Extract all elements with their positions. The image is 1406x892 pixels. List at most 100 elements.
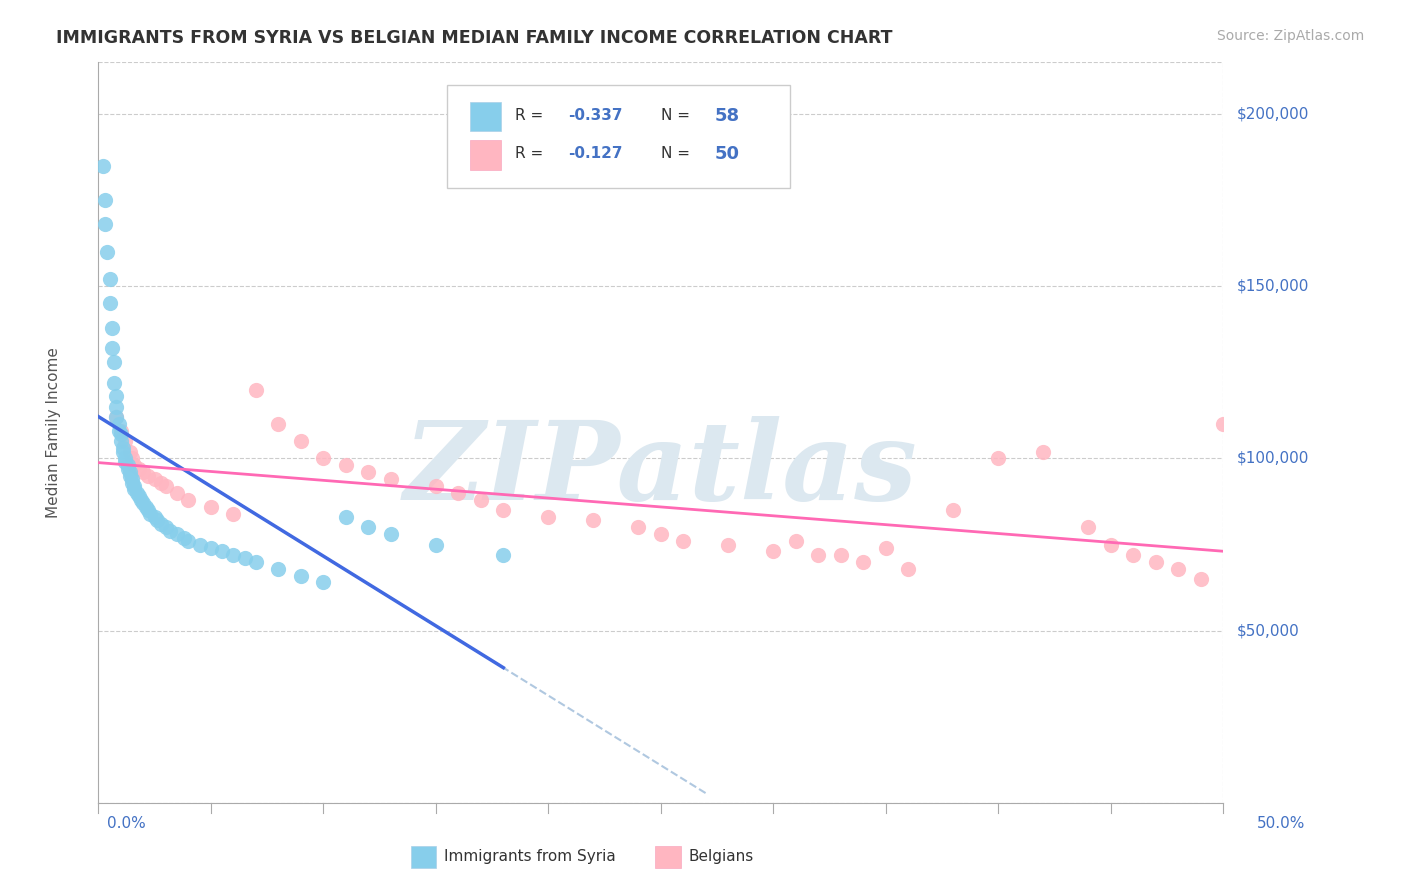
Point: [124, 479, 146, 493]
Point: [101, 341, 124, 355]
Point: [114, 455, 136, 469]
Point: [118, 465, 141, 479]
Text: N =: N =: [661, 146, 695, 161]
Point: [245, 555, 267, 569]
Point: [132, 465, 155, 479]
Point: [128, 489, 150, 503]
Text: Belgians: Belgians: [689, 849, 754, 864]
Point: [150, 475, 173, 490]
Point: [117, 458, 139, 473]
Point: [290, 568, 312, 582]
Point: [94, 193, 117, 207]
Text: IMMIGRANTS FROM SYRIA VS BELGIAN MEDIAN FAMILY INCOME CORRELATION CHART: IMMIGRANTS FROM SYRIA VS BELGIAN MEDIAN …: [56, 29, 893, 47]
Text: 0.0%: 0.0%: [107, 816, 146, 830]
Point: [1144, 555, 1167, 569]
Point: [166, 527, 188, 541]
Point: [200, 541, 222, 555]
Point: [627, 520, 650, 534]
Point: [159, 524, 181, 538]
Point: [118, 468, 141, 483]
Point: [807, 548, 830, 562]
Point: [425, 537, 447, 551]
Point: [200, 500, 222, 514]
Point: [233, 551, 256, 566]
Point: [267, 561, 290, 575]
Text: $200,000: $200,000: [1237, 106, 1309, 121]
Text: -0.127: -0.127: [568, 146, 623, 161]
Point: [110, 434, 132, 449]
Text: R =: R =: [515, 146, 548, 161]
Point: [121, 472, 143, 486]
Point: [470, 492, 492, 507]
Bar: [470, 140, 501, 169]
Point: [146, 513, 169, 527]
Text: 50.0%: 50.0%: [1257, 816, 1305, 830]
Point: [875, 541, 897, 555]
Point: [94, 217, 117, 231]
Point: [98, 296, 121, 310]
Point: [312, 451, 335, 466]
Point: [1032, 444, 1054, 458]
Point: [125, 486, 148, 500]
Text: Source: ZipAtlas.com: Source: ZipAtlas.com: [1216, 29, 1364, 44]
Point: [830, 548, 852, 562]
Point: [380, 472, 402, 486]
Point: [335, 510, 357, 524]
Point: [335, 458, 357, 473]
Point: [107, 424, 129, 438]
Point: [143, 472, 166, 486]
Text: $50,000: $50,000: [1237, 624, 1299, 638]
Point: [136, 468, 159, 483]
Point: [139, 507, 162, 521]
Point: [166, 486, 188, 500]
Point: [143, 510, 166, 524]
Point: [105, 389, 128, 403]
Text: Immigrants from Syria: Immigrants from Syria: [444, 849, 616, 864]
Text: N =: N =: [661, 108, 695, 123]
Point: [942, 503, 965, 517]
Point: [537, 510, 560, 524]
Point: [447, 486, 470, 500]
Point: [121, 475, 143, 490]
Point: [1189, 572, 1212, 586]
Point: [762, 544, 785, 558]
Point: [1077, 520, 1099, 534]
Point: [290, 434, 312, 449]
Point: [650, 527, 672, 541]
Point: [492, 503, 515, 517]
Point: [91, 159, 114, 173]
Point: [117, 462, 139, 476]
Point: [135, 500, 157, 514]
Point: [492, 548, 515, 562]
Point: [222, 548, 245, 562]
Bar: [470, 102, 501, 131]
Point: [357, 520, 380, 534]
Point: [98, 272, 121, 286]
Point: [110, 427, 132, 442]
Point: [118, 444, 141, 458]
FancyBboxPatch shape: [447, 85, 790, 188]
Point: [96, 244, 118, 259]
Point: [785, 534, 807, 549]
Point: [1212, 417, 1234, 431]
Point: [852, 555, 875, 569]
Point: [188, 537, 211, 551]
Point: [245, 383, 267, 397]
Point: [177, 534, 200, 549]
Point: [173, 531, 195, 545]
Point: [267, 417, 290, 431]
Point: [114, 434, 136, 449]
Point: [357, 465, 380, 479]
Point: [114, 451, 136, 466]
Text: -0.337: -0.337: [568, 108, 623, 123]
Text: $100,000: $100,000: [1237, 451, 1309, 466]
Point: [121, 451, 143, 466]
Point: [110, 424, 132, 438]
Point: [103, 376, 125, 390]
Point: [672, 534, 695, 549]
Point: [177, 492, 200, 507]
Point: [132, 496, 155, 510]
Point: [101, 320, 124, 334]
Point: [1122, 548, 1144, 562]
Point: [155, 520, 177, 534]
